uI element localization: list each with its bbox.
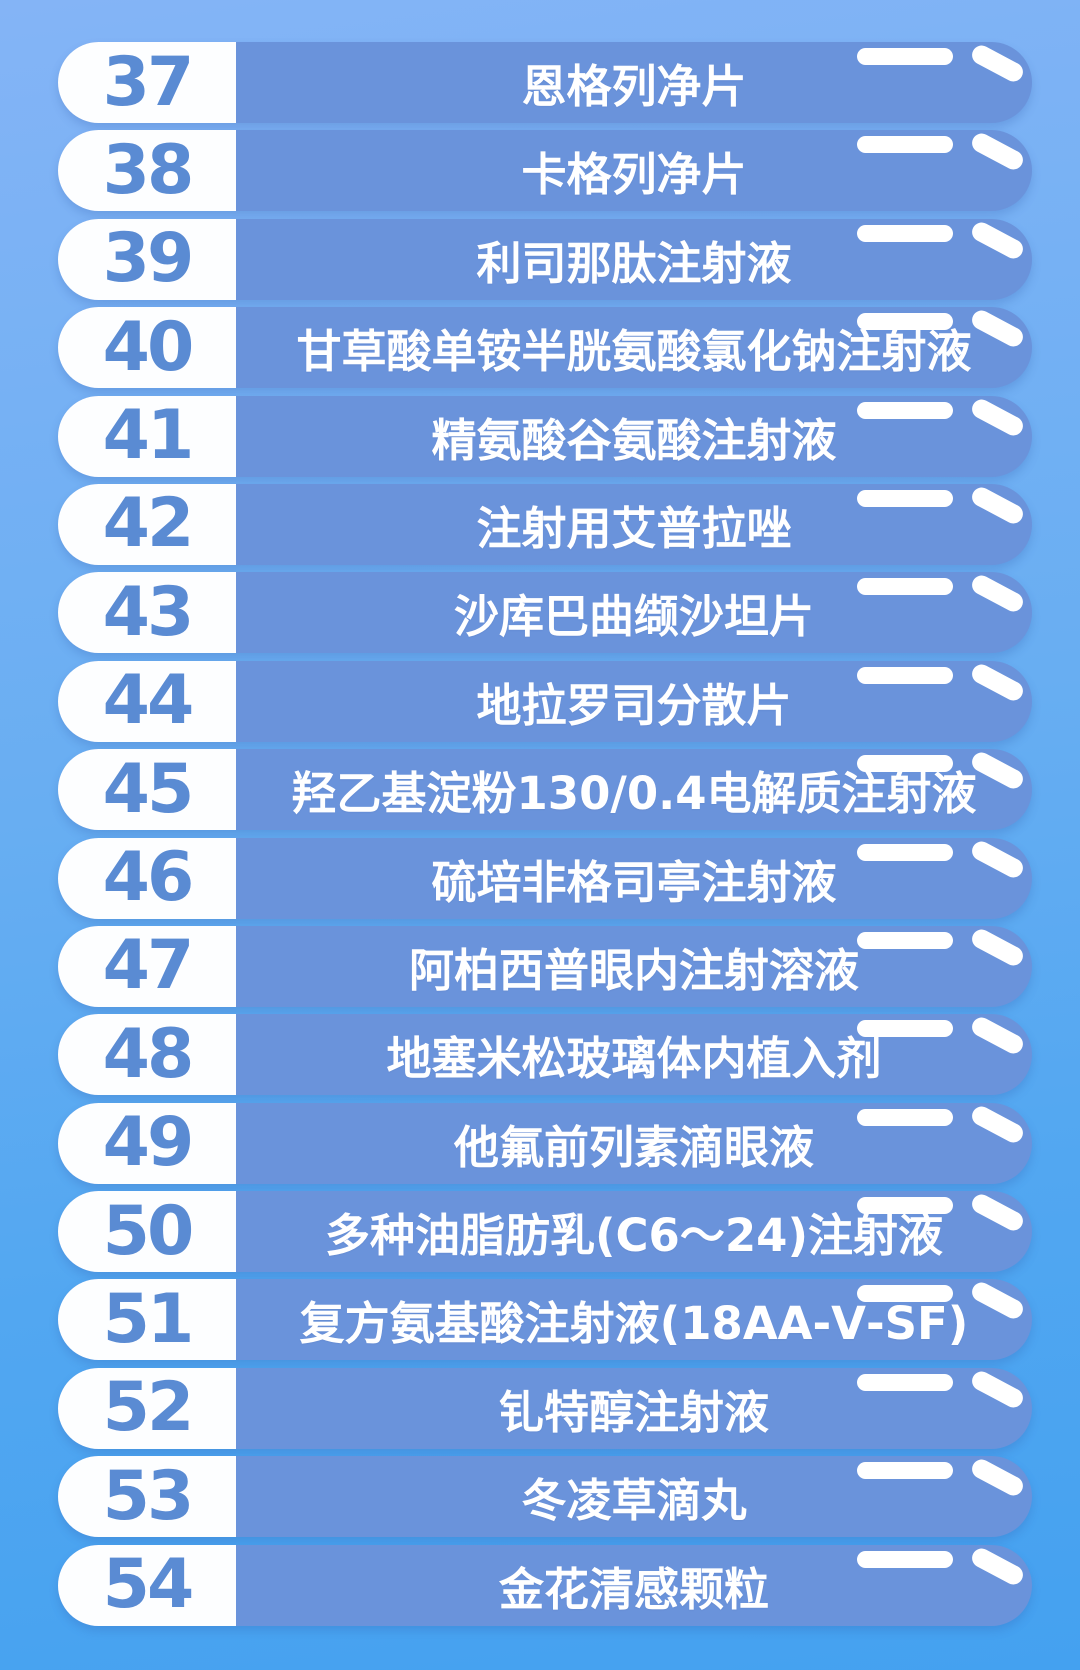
item-number: 49 bbox=[58, 1102, 236, 1184]
item-name: 他氟前列素滴眼液 bbox=[453, 1120, 814, 1174]
item-name: 精氨酸谷氨酸注射液 bbox=[431, 413, 837, 467]
item-name: 地拉罗司分散片 bbox=[476, 678, 792, 732]
shine-dash-icon bbox=[857, 48, 953, 65]
item-name: 利司那肽注射液 bbox=[476, 236, 792, 290]
shine-dash-icon bbox=[857, 136, 953, 154]
item-name: 复方氨基酸注射液(18AA-Ⅴ-SF) bbox=[299, 1297, 969, 1351]
list-item: 46 硫培非格司亭注射液 bbox=[58, 837, 1032, 919]
shine-dash-icon bbox=[857, 666, 953, 684]
item-number: 50 bbox=[58, 1191, 236, 1273]
list-item: 39 利司那肽注射液 bbox=[58, 218, 1032, 300]
list-item: 54 金花清感颗粒 bbox=[58, 1544, 1032, 1626]
item-number: 53 bbox=[58, 1456, 236, 1538]
list-item: 43 沙库巴曲缬沙坦片 bbox=[58, 572, 1032, 654]
item-number: 40 bbox=[58, 307, 236, 389]
item-name: 沙库巴曲缬沙坦片 bbox=[453, 590, 814, 644]
shine-dash-icon bbox=[857, 401, 953, 419]
item-number: 48 bbox=[58, 1014, 236, 1096]
shine-dash-icon bbox=[857, 1108, 953, 1126]
shine-dash-icon bbox=[857, 1197, 953, 1215]
item-number: 38 bbox=[58, 130, 236, 212]
shine-dash-icon bbox=[857, 931, 953, 949]
item-name: 地塞米松玻璃体内植入剂 bbox=[386, 1032, 882, 1086]
list-item: 52 钆特醇注射液 bbox=[58, 1367, 1032, 1449]
shine-dash-icon bbox=[857, 1373, 953, 1391]
item-name: 阿柏西普眼内注射溶液 bbox=[408, 943, 859, 997]
item-name: 羟乙基淀粉130/0.4电解质注射液 bbox=[291, 767, 977, 821]
item-number: 54 bbox=[58, 1544, 236, 1626]
shine-dash-icon bbox=[857, 224, 953, 242]
list-item: 53 冬凌草滴丸 bbox=[58, 1456, 1032, 1538]
item-number: 45 bbox=[58, 749, 236, 831]
shine-dash-icon bbox=[857, 1020, 953, 1038]
item-name: 恩格列净片 bbox=[521, 60, 747, 113]
list-item: 37 恩格列净片 bbox=[58, 42, 1032, 123]
item-number: 52 bbox=[58, 1367, 236, 1449]
item-name: 硫培非格司亭注射液 bbox=[431, 855, 837, 909]
item-number: 51 bbox=[58, 1279, 236, 1361]
drug-list: 37 恩格列净片 38 卡格列净片 39 利司那肽注射液 40 甘草酸单铵半胱氨… bbox=[58, 42, 1032, 1633]
item-number: 37 bbox=[58, 42, 236, 123]
list-item: 51 复方氨基酸注射液(18AA-Ⅴ-SF) bbox=[58, 1279, 1032, 1361]
item-number: 39 bbox=[58, 218, 236, 300]
item-number: 42 bbox=[58, 483, 236, 565]
list-item: 42 注射用艾普拉唑 bbox=[58, 483, 1032, 565]
list-item: 45 羟乙基淀粉130/0.4电解质注射液 bbox=[58, 749, 1032, 831]
list-item: 44 地拉罗司分散片 bbox=[58, 660, 1032, 742]
item-name: 多种油脂肪乳(C6～24)注射液 bbox=[324, 1209, 944, 1263]
shine-dash-icon bbox=[857, 843, 953, 861]
shine-dash-icon bbox=[857, 755, 953, 773]
shine-dash-icon bbox=[857, 1550, 953, 1568]
item-number: 46 bbox=[58, 837, 236, 919]
list-item: 49 他氟前列素滴眼液 bbox=[58, 1102, 1032, 1184]
list-item: 47 阿柏西普眼内注射溶液 bbox=[58, 925, 1032, 1007]
shine-dash-icon bbox=[857, 313, 953, 331]
shine-dash-icon bbox=[857, 1462, 953, 1480]
list-item: 40 甘草酸单铵半胱氨酸氯化钠注射液 bbox=[58, 307, 1032, 389]
list-item: 41 精氨酸谷氨酸注射液 bbox=[58, 395, 1032, 477]
shine-dash-icon bbox=[857, 489, 953, 507]
item-name: 甘草酸单铵半胱氨酸氯化钠注射液 bbox=[296, 325, 972, 379]
item-name: 卡格列净片 bbox=[521, 148, 747, 202]
item-number: 41 bbox=[58, 395, 236, 477]
list-item: 50 多种油脂肪乳(C6～24)注射液 bbox=[58, 1191, 1032, 1273]
item-number: 43 bbox=[58, 572, 236, 654]
item-name: 注射用艾普拉唑 bbox=[476, 501, 792, 555]
shine-dash-icon bbox=[857, 578, 953, 596]
item-name: 冬凌草滴丸 bbox=[521, 1474, 747, 1528]
item-number: 44 bbox=[58, 660, 236, 742]
list-item: 48 地塞米松玻璃体内植入剂 bbox=[58, 1014, 1032, 1096]
shine-dash-icon bbox=[857, 1285, 953, 1303]
item-name: 金花清感颗粒 bbox=[498, 1562, 769, 1616]
item-number: 47 bbox=[58, 925, 236, 1007]
item-name: 钆特醇注射液 bbox=[498, 1385, 769, 1439]
list-item: 38 卡格列净片 bbox=[58, 130, 1032, 212]
